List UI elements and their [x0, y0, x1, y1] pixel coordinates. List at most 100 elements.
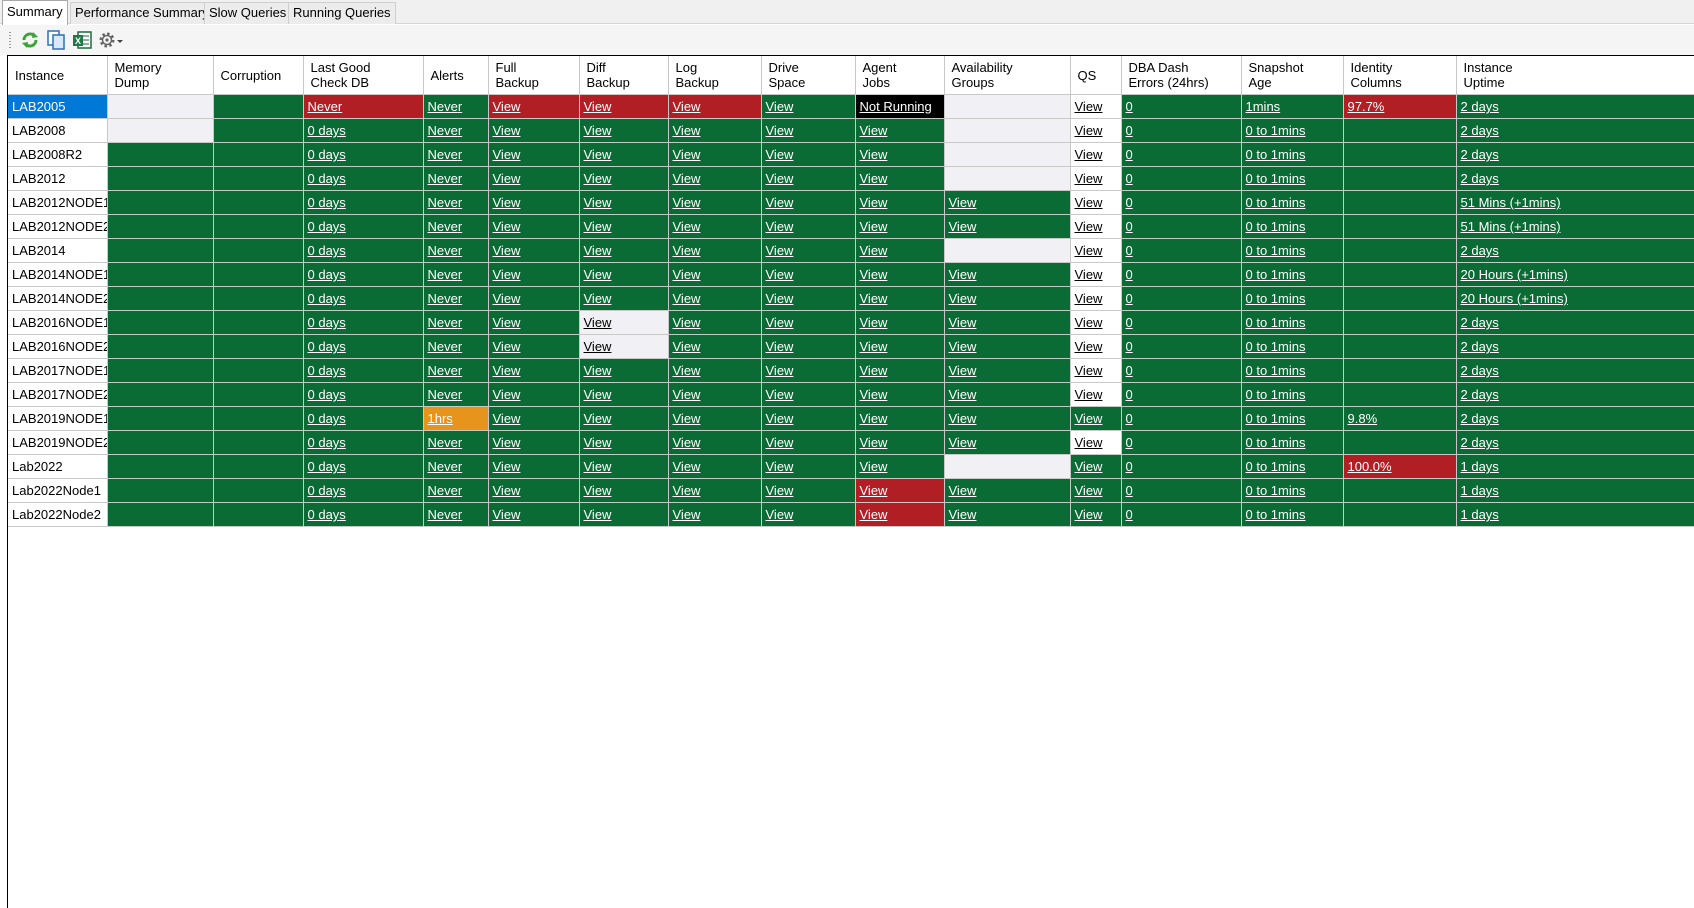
qs-link[interactable]: View	[1074, 435, 1103, 450]
agent-jobs-link[interactable]: View	[859, 507, 888, 522]
alerts-link[interactable]: Never	[427, 243, 463, 258]
snapshot-age-link[interactable]: 0 to 1mins	[1245, 243, 1306, 258]
snapshot-age-link[interactable]: 0 to 1mins	[1245, 363, 1306, 378]
full-backup-link[interactable]: View	[492, 99, 521, 114]
last-good-checkdb-link[interactable]: 0 days	[307, 147, 346, 162]
instance-uptime-link[interactable]: 2 days	[1460, 363, 1499, 378]
last-good-checkdb-link[interactable]: 0 days	[307, 363, 346, 378]
dba-dash-errors-link[interactable]: 0	[1125, 315, 1133, 330]
qs-link[interactable]: View	[1074, 99, 1103, 114]
instance-uptime-link[interactable]: 20 Hours (+1mins)	[1460, 267, 1568, 282]
snapshot-age-link[interactable]: 0 to 1mins	[1245, 123, 1306, 138]
log-backup-link[interactable]: View	[672, 363, 701, 378]
full-backup-link[interactable]: View	[492, 363, 521, 378]
diff-backup-link[interactable]: View	[583, 219, 612, 234]
full-backup-link[interactable]: View	[492, 411, 521, 426]
full-backup-link[interactable]: View	[492, 507, 521, 522]
drive-space-link[interactable]: View	[765, 171, 794, 186]
tab-running-queries[interactable]: Running Queries	[288, 2, 396, 24]
column-header-identity-columns[interactable]: Identity Columns	[1343, 56, 1457, 95]
diff-backup-link[interactable]: View	[583, 147, 612, 162]
table-row[interactable]: LAB2017NODE1 0 days Never View View View View V…	[8, 358, 1694, 383]
log-backup-link[interactable]: View	[672, 171, 701, 186]
dba-dash-errors-link[interactable]: 0	[1125, 219, 1133, 234]
agent-jobs-link[interactable]: Not Running	[859, 99, 932, 114]
qs-link[interactable]: View	[1074, 315, 1103, 330]
dba-dash-errors-link[interactable]: 0	[1125, 459, 1133, 474]
qs-link[interactable]: View	[1074, 171, 1103, 186]
log-backup-link[interactable]: View	[672, 291, 701, 306]
log-backup-link[interactable]: View	[672, 315, 701, 330]
full-backup-link[interactable]: View	[492, 483, 521, 498]
table-row[interactable]: LAB2017NODE2 0 days Never View View View View V…	[8, 382, 1694, 407]
instance-uptime-link[interactable]: 2 days	[1460, 435, 1499, 450]
agent-jobs-link[interactable]: View	[859, 363, 888, 378]
agent-jobs-link[interactable]: View	[859, 483, 888, 498]
snapshot-age-link[interactable]: 0 to 1mins	[1245, 483, 1306, 498]
full-backup-link[interactable]: View	[492, 195, 521, 210]
agent-jobs-link[interactable]: View	[859, 387, 888, 402]
full-backup-link[interactable]: View	[492, 387, 521, 402]
toolbar-grip[interactable]	[9, 32, 11, 48]
drive-space-link[interactable]: View	[765, 483, 794, 498]
agent-jobs-link[interactable]: View	[859, 435, 888, 450]
diff-backup-link[interactable]: View	[583, 123, 612, 138]
availability-groups-link[interactable]: View	[948, 339, 977, 354]
log-backup-link[interactable]: View	[672, 267, 701, 282]
log-backup-link[interactable]: View	[672, 147, 701, 162]
column-header-instance[interactable]: Instance	[8, 56, 108, 95]
snapshot-age-link[interactable]: 0 to 1mins	[1245, 387, 1306, 402]
instance-cell[interactable]: LAB2014NODE1	[8, 262, 108, 287]
last-good-checkdb-link[interactable]: 0 days	[307, 387, 346, 402]
column-header-full-backup[interactable]: Full Backup	[488, 56, 580, 95]
refresh-icon[interactable]	[19, 29, 41, 51]
alerts-link[interactable]: Never	[427, 507, 463, 522]
snapshot-age-link[interactable]: 0 to 1mins	[1245, 315, 1306, 330]
log-backup-link[interactable]: View	[672, 459, 701, 474]
instance-uptime-link[interactable]: 1 days	[1460, 483, 1499, 498]
table-row[interactable]: Lab2022 0 days Never View View View View View Vi…	[8, 454, 1694, 479]
table-row[interactable]: LAB2014 0 days Never View View View View View Vi…	[8, 238, 1694, 263]
table-row[interactable]: LAB2008R2 0 days Never View View View View View…	[8, 142, 1694, 167]
qs-link[interactable]: View	[1074, 459, 1103, 474]
availability-groups-link[interactable]: View	[948, 291, 977, 306]
instance-cell[interactable]: LAB2017NODE2	[8, 382, 108, 407]
alerts-link[interactable]: Never	[427, 219, 463, 234]
table-row[interactable]: LAB2016NODE2 0 days Never View View View View V…	[8, 334, 1694, 359]
instance-cell[interactable]: LAB2014NODE2	[8, 286, 108, 311]
qs-link[interactable]: View	[1074, 507, 1103, 522]
qs-link[interactable]: View	[1074, 267, 1103, 282]
full-backup-link[interactable]: View	[492, 315, 521, 330]
agent-jobs-link[interactable]: View	[859, 267, 888, 282]
alerts-link[interactable]: Never	[427, 363, 463, 378]
log-backup-link[interactable]: View	[672, 219, 701, 234]
alerts-link[interactable]: Never	[427, 99, 463, 114]
identity-columns-link[interactable]: 9.8%	[1347, 411, 1378, 426]
qs-link[interactable]: View	[1074, 483, 1103, 498]
column-header-availability-groups[interactable]: Availability Groups	[944, 56, 1071, 95]
instance-uptime-link[interactable]: 2 days	[1460, 243, 1499, 258]
availability-groups-link[interactable]: View	[948, 195, 977, 210]
full-backup-link[interactable]: View	[492, 339, 521, 354]
full-backup-link[interactable]: View	[492, 435, 521, 450]
snapshot-age-link[interactable]: 0 to 1mins	[1245, 411, 1306, 426]
log-backup-link[interactable]: View	[672, 123, 701, 138]
qs-link[interactable]: View	[1074, 291, 1103, 306]
instance-uptime-link[interactable]: 2 days	[1460, 315, 1499, 330]
table-row[interactable]: LAB2019NODE2 0 days Never View View View View V…	[8, 430, 1694, 455]
table-row[interactable]: LAB2019NODE1 0 days 1hrs View View View View Vi…	[8, 406, 1694, 431]
qs-link[interactable]: View	[1074, 195, 1103, 210]
instance-uptime-link[interactable]: 2 days	[1460, 99, 1499, 114]
log-backup-link[interactable]: View	[672, 387, 701, 402]
dba-dash-errors-link[interactable]: 0	[1125, 267, 1133, 282]
instance-cell[interactable]: LAB2017NODE1	[8, 358, 108, 383]
log-backup-link[interactable]: View	[672, 339, 701, 354]
diff-backup-link[interactable]: View	[583, 435, 612, 450]
dba-dash-errors-link[interactable]: 0	[1125, 99, 1133, 114]
last-good-checkdb-link[interactable]: 0 days	[307, 411, 346, 426]
agent-jobs-link[interactable]: View	[859, 219, 888, 234]
diff-backup-link[interactable]: View	[583, 507, 612, 522]
column-header-dba-dash-errors[interactable]: DBA Dash Errors (24hrs)	[1121, 56, 1242, 95]
dba-dash-errors-link[interactable]: 0	[1125, 171, 1133, 186]
drive-space-link[interactable]: View	[765, 459, 794, 474]
